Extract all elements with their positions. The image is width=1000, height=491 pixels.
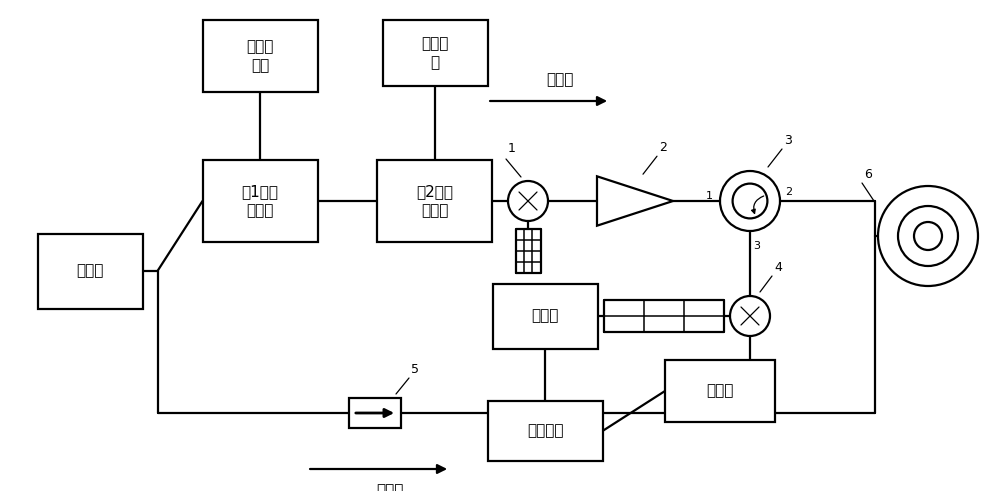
Bar bbox=[488, 401, 602, 461]
Text: 1: 1 bbox=[706, 191, 713, 201]
Text: 2: 2 bbox=[659, 141, 667, 154]
Text: 3: 3 bbox=[753, 241, 760, 251]
Text: 脉冲模
块: 脉冲模 块 bbox=[421, 36, 449, 70]
Text: 捷变频
模块: 捷变频 模块 bbox=[246, 39, 274, 73]
Text: 4: 4 bbox=[774, 261, 782, 274]
Bar bbox=[203, 160, 318, 242]
Text: 探测器: 探测器 bbox=[531, 308, 559, 324]
Text: 采集模块: 采集模块 bbox=[527, 424, 563, 438]
Text: 泵浦光: 泵浦光 bbox=[546, 72, 574, 87]
Text: 探测光: 探测光 bbox=[376, 483, 404, 491]
Text: 5: 5 bbox=[411, 363, 419, 376]
Text: 第1电光
调制器: 第1电光 调制器 bbox=[242, 184, 278, 218]
Bar bbox=[382, 21, 488, 85]
Text: 2: 2 bbox=[785, 187, 792, 197]
Bar bbox=[38, 234, 143, 308]
Text: 1: 1 bbox=[508, 142, 516, 155]
Bar bbox=[377, 160, 492, 242]
Bar bbox=[203, 20, 318, 92]
Text: 第2电光
调制器: 第2电光 调制器 bbox=[416, 184, 453, 218]
Text: 6: 6 bbox=[864, 168, 872, 181]
Bar bbox=[665, 360, 775, 422]
Text: 激光器: 激光器 bbox=[76, 264, 104, 278]
Text: 探测器: 探测器 bbox=[706, 383, 734, 399]
Bar bbox=[349, 398, 401, 428]
Text: 3: 3 bbox=[784, 134, 792, 147]
Bar bbox=[492, 283, 598, 349]
